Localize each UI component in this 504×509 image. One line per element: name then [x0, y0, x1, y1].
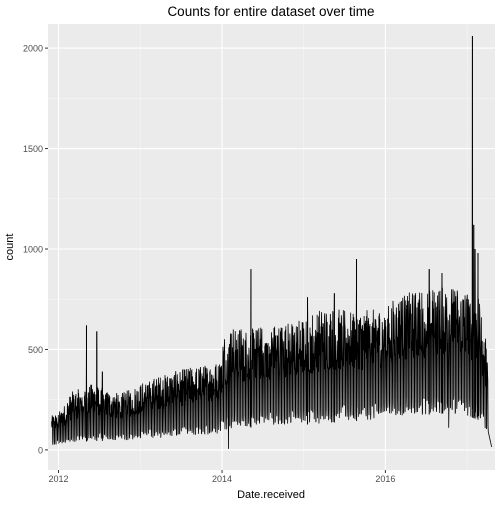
axis-layer: 0 500 1000 1500 2000 2012 2014 2016: [23, 44, 395, 484]
count-series-line: [51, 36, 493, 449]
x-tick-label: 2012: [48, 474, 68, 484]
y-tick-label: 1000: [23, 245, 43, 255]
series-layer: [51, 36, 493, 449]
y-tick-label: 0: [38, 445, 43, 455]
chart-title: Counts for entire dataset over time: [167, 4, 374, 19]
x-axis-title: Date.received: [237, 489, 305, 501]
x-tick-label: 2014: [212, 474, 232, 484]
y-tick-label: 500: [28, 345, 43, 355]
y-tick-label: 2000: [23, 44, 43, 54]
x-tick-label: 2016: [375, 474, 395, 484]
y-tick-label: 1500: [23, 144, 43, 154]
y-axis-title: count: [4, 234, 16, 261]
grid-layer: [48, 24, 495, 470]
